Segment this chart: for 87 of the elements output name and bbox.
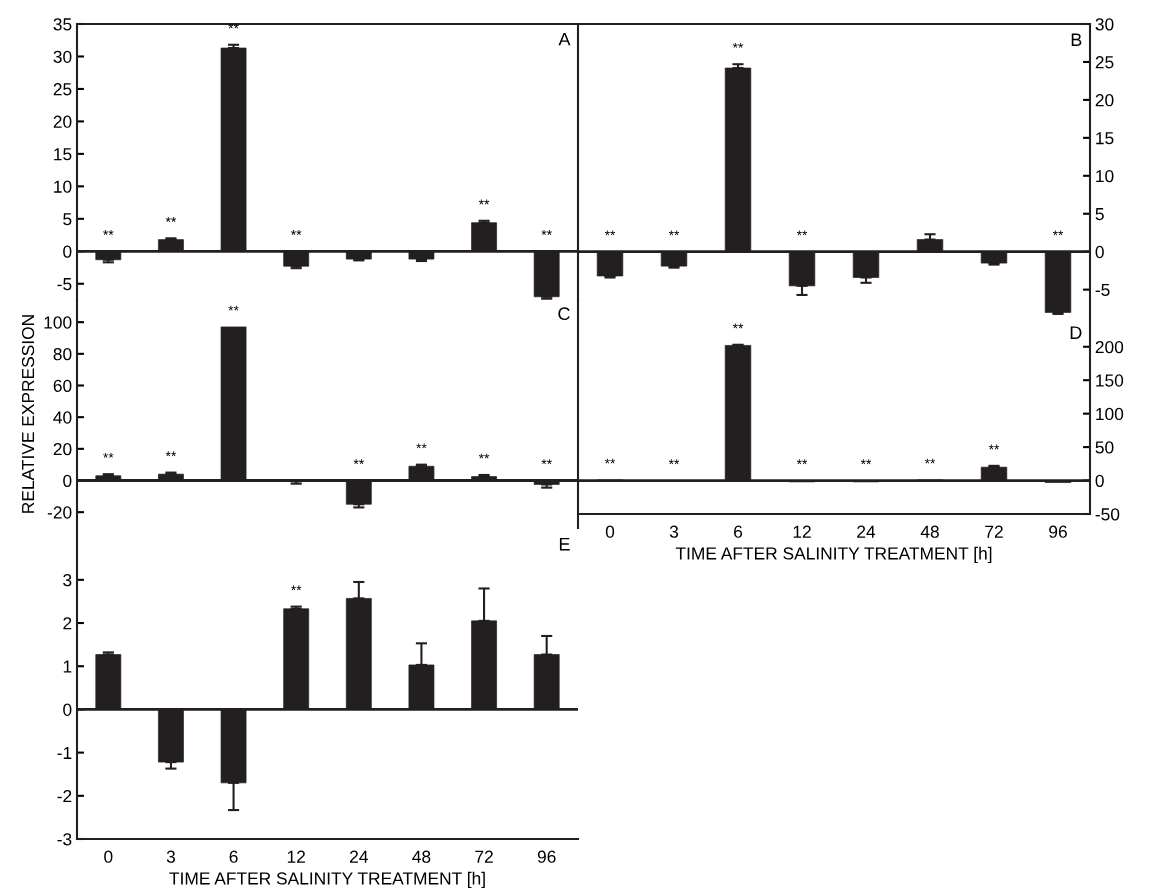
annotation: ** <box>228 305 239 311</box>
x-axis-title: TIME AFTER SALINITY TREATMENT [h] <box>675 546 992 564</box>
annotation: ** <box>353 459 364 465</box>
y-tick-label: -5 <box>57 278 72 291</box>
annotation: ** <box>732 323 744 329</box>
y-tick-label: 20 <box>53 443 72 456</box>
x-tick-label: 0 <box>104 850 113 863</box>
annotation: ** <box>732 42 744 48</box>
y-tick-label: 0 <box>63 474 72 487</box>
y-tick-label: 20 <box>1095 94 1114 107</box>
y-tick-label: 1 <box>63 660 72 673</box>
annotation: ** <box>541 230 552 235</box>
y-tick-label: 5 <box>1095 208 1104 221</box>
y-tick-label: 10 <box>1096 169 1114 183</box>
y-tick-label: 80 <box>53 348 72 361</box>
annotation: ** <box>604 458 616 464</box>
y-tick-label: 10 <box>54 180 72 193</box>
y-tick-label: 50 <box>1095 441 1114 454</box>
annotation: ** <box>478 453 490 459</box>
x-tick-label: 96 <box>1049 525 1067 538</box>
annotation: ** <box>668 459 680 465</box>
y-tick-label: 15 <box>1096 132 1114 145</box>
x-tick-label: 12 <box>287 850 305 863</box>
x-tick-label: 72 <box>985 525 1003 538</box>
y-tick-label: -1 <box>57 746 72 759</box>
x-tick-label: 3 <box>166 850 175 863</box>
x-tick-label: 0 <box>605 525 615 538</box>
y-tick-label: 35 <box>53 18 72 31</box>
annotation: ** <box>860 459 872 465</box>
y-tick-label: 15 <box>54 148 72 161</box>
x-tick-label: 12 <box>793 525 811 538</box>
y-tick-label: -5 <box>1095 283 1110 297</box>
y-tick-label: 100 <box>44 316 72 329</box>
annotation: ** <box>796 230 808 236</box>
x-tick-label: 72 <box>475 850 493 863</box>
y-tick-label: 3 <box>63 574 72 587</box>
annotation: ** <box>668 230 680 236</box>
annotation: ** <box>988 444 1000 450</box>
y-tick-label: 25 <box>1095 56 1114 69</box>
y-tick-label: 30 <box>1095 18 1114 31</box>
y-tick-label: -3 <box>57 833 72 846</box>
annotation: E <box>559 537 570 551</box>
annotation: ** <box>604 230 616 236</box>
y-tick-label: 200 <box>1095 340 1124 354</box>
annotation: ** <box>416 443 427 449</box>
annotation: ** <box>478 199 490 205</box>
x-tick-label: 48 <box>412 850 431 863</box>
annotation: ** <box>541 459 552 465</box>
x-tick-label: 24 <box>350 850 368 863</box>
y-tick-label: 0 <box>63 245 72 258</box>
x-tick-label: 3 <box>669 525 679 538</box>
x-tick-label: 48 <box>920 525 939 538</box>
x-tick-label: 6 <box>229 850 238 863</box>
annotation: ** <box>165 451 177 457</box>
annotation: C <box>558 307 570 321</box>
annotation: ** <box>796 459 808 465</box>
annotation: B <box>1071 33 1082 46</box>
annotation: ** <box>165 217 177 222</box>
annotation: D <box>1070 326 1082 339</box>
annotation: ** <box>1052 230 1064 236</box>
y-tick-label: 100 <box>1096 407 1124 421</box>
y-axis-title: RELATIVE EXPRESSION <box>21 315 35 513</box>
y-tick-label: -20 <box>47 506 72 519</box>
y-tick-label: 2 <box>63 617 72 630</box>
annotation: A <box>558 32 571 46</box>
y-tick-label: 150 <box>1096 374 1124 387</box>
y-tick-label: 0 <box>1095 245 1104 259</box>
annotation: ** <box>291 585 302 591</box>
y-tick-label: -2 <box>57 789 72 803</box>
y-tick-label: 20 <box>53 115 72 128</box>
x-axis-title: TIME AFTER SALINITY TREATMENT [h] <box>169 871 485 889</box>
annotation: ** <box>228 23 239 29</box>
annotation: ** <box>924 458 936 464</box>
y-tick-label: 25 <box>53 83 72 96</box>
y-tick-label: -50 <box>1095 508 1120 521</box>
y-tick-label: 0 <box>1095 474 1104 488</box>
annotation: ** <box>291 230 302 235</box>
y-tick-label: 5 <box>63 213 72 226</box>
y-tick-label: 40 <box>53 411 72 424</box>
x-tick-label: 24 <box>857 525 876 538</box>
y-tick-label: 30 <box>53 50 72 63</box>
x-tick-label: 6 <box>734 525 743 538</box>
annotation: ** <box>103 452 114 458</box>
x-tick-label: 96 <box>537 850 556 863</box>
y-tick-label: 0 <box>63 703 72 716</box>
annotation: ** <box>103 230 114 235</box>
y-tick-label: 60 <box>53 379 72 392</box>
